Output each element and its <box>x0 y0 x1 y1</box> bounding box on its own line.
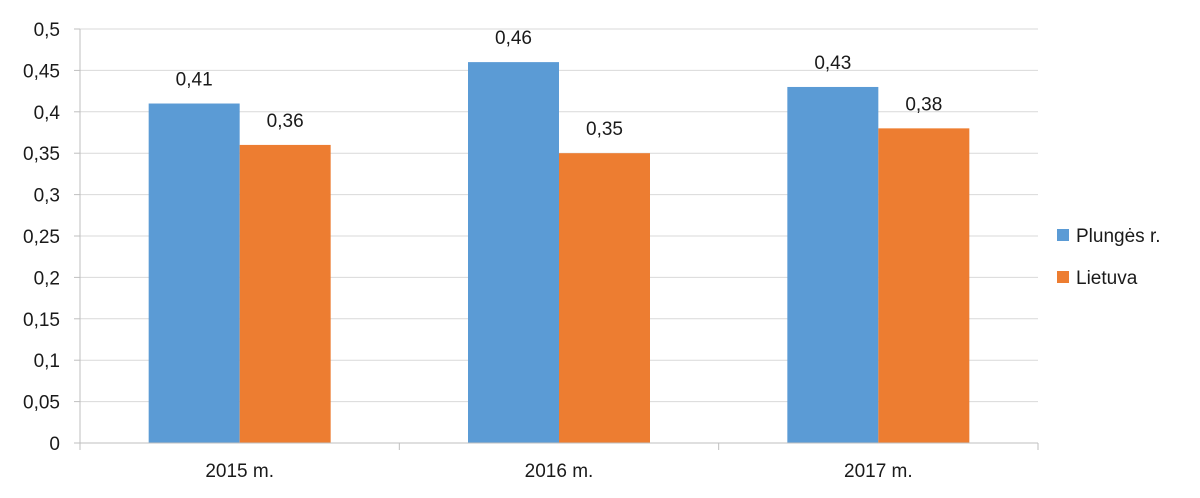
legend: Plungės r. Lietuva <box>1057 226 1161 289</box>
y-tick-label: 0,4 <box>34 103 61 124</box>
data-label: 0,43 <box>814 53 851 74</box>
x-tick-label: 2015 m. <box>205 461 274 482</box>
data-label: 0,35 <box>586 119 623 140</box>
legend-label: Plungės r. <box>1076 226 1161 247</box>
y-tick-label: 0,35 <box>23 144 60 165</box>
y-tick-label: 0 <box>49 434 60 455</box>
y-tick-label: 0,05 <box>23 393 60 414</box>
y-tick-label: 0,25 <box>23 227 60 248</box>
bar-lietuva <box>878 128 970 444</box>
data-label: 0,46 <box>495 28 532 49</box>
data-labels: 0,41 0,36 0,46 0,35 0,43 0,38 <box>176 28 943 140</box>
y-tick-label: 0,3 <box>34 186 60 207</box>
y-tick-label: 0,2 <box>34 268 60 289</box>
bar-lietuva <box>559 153 650 443</box>
y-tick-label: 0,15 <box>23 310 60 331</box>
bar-plunges <box>148 103 240 444</box>
data-label: 0,36 <box>267 111 304 132</box>
data-label: 0,38 <box>905 94 942 115</box>
legend-swatch <box>1057 271 1069 283</box>
legend-label: Lietuva <box>1076 268 1138 289</box>
x-tick-label: 2017 m. <box>844 461 913 482</box>
y-tick-label: 0,5 <box>34 20 60 41</box>
x-tick-label: 2016 m. <box>525 461 594 482</box>
bar-plunges <box>787 86 879 444</box>
data-label: 0,41 <box>176 70 213 91</box>
bar-lietuva <box>239 144 331 444</box>
bar-plunges <box>468 62 559 444</box>
y-tick-label: 0,1 <box>34 351 60 372</box>
legend-swatch <box>1057 229 1069 241</box>
bars <box>148 62 970 444</box>
y-tick-label: 0,45 <box>23 61 60 82</box>
axes: 0 0,05 0,1 0,15 0,2 0,25 0,3 0,35 0,4 0,45 0,5 2015… <box>23 20 1039 482</box>
